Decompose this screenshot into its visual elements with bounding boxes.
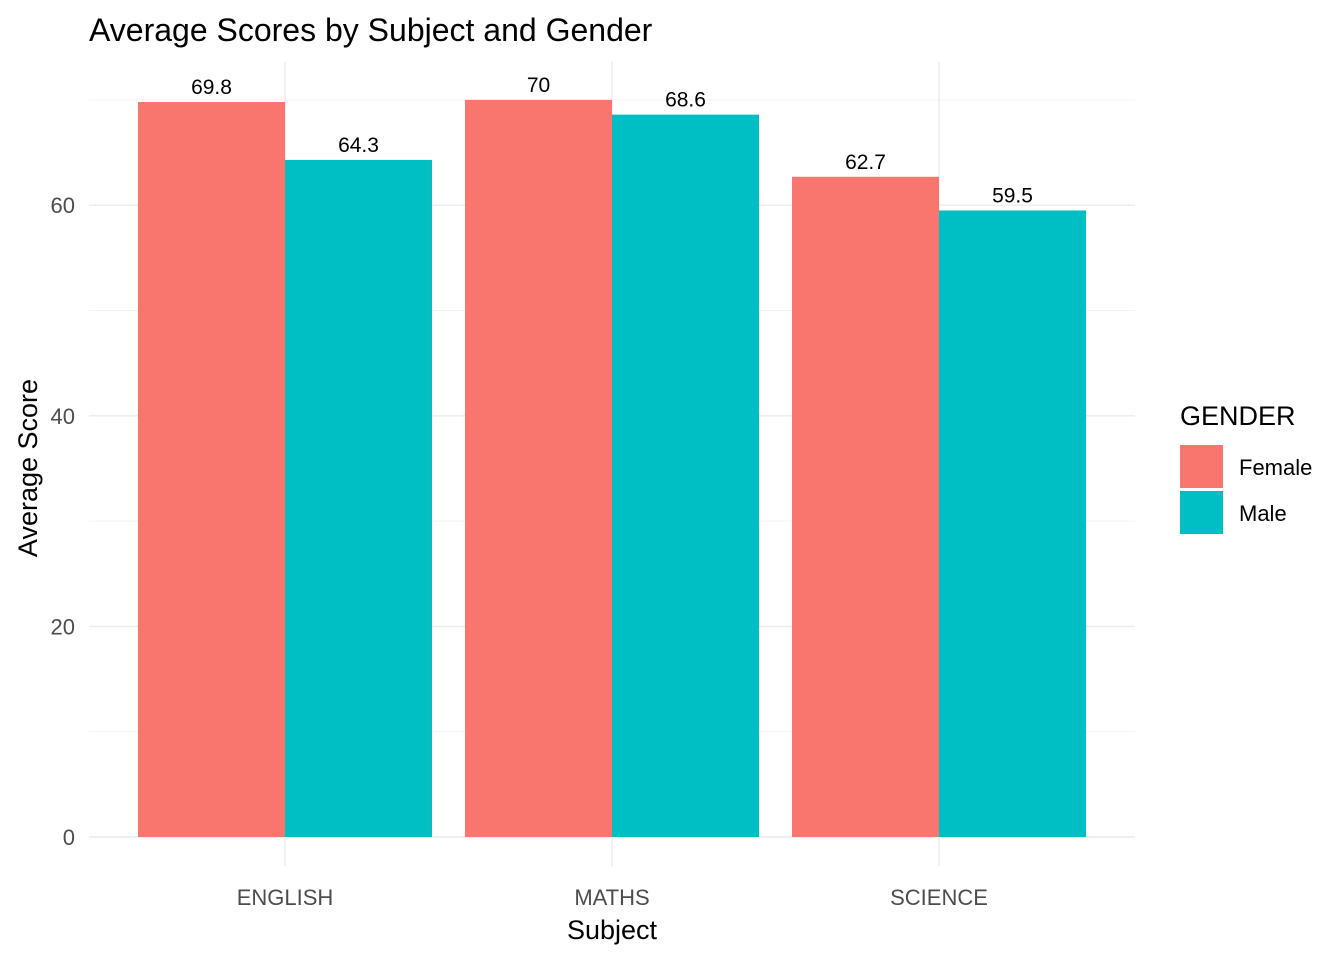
data-label: 70: [527, 74, 550, 97]
legend-items: Female Male: [1180, 445, 1312, 534]
y-tick-label: 60: [51, 193, 75, 218]
axes: 0 20 40 60 ENGLISH MATHS SCIENCE: [51, 193, 988, 910]
legend-swatch-female: [1180, 445, 1223, 488]
data-label: 59.5: [992, 184, 1033, 207]
bar-male-science: [939, 210, 1086, 838]
bar-male-maths: [612, 114, 759, 838]
y-tick-label: 20: [51, 614, 75, 639]
bar-female-english: [138, 102, 285, 838]
bar-female-maths: [465, 99, 612, 837]
x-tick-label: ENGLISH: [237, 885, 334, 910]
data-label: 64.3: [338, 134, 379, 157]
legend-swatch-male: [1180, 491, 1223, 534]
data-label: 68.6: [665, 89, 706, 112]
data-label: 62.7: [845, 151, 886, 174]
bar-female-science: [792, 176, 939, 838]
legend-title: GENDER: [1180, 401, 1296, 431]
chart-title: Average Scores by Subject and Gender: [89, 12, 653, 48]
x-tick-label: MATHS: [574, 885, 649, 910]
legend-label-female: Female: [1239, 455, 1312, 480]
data-labels: 69.8 70 62.7 64.3 68.6 59.5: [191, 74, 1033, 208]
x-tick-label: SCIENCE: [890, 885, 988, 910]
y-tick-label: 40: [51, 404, 75, 429]
y-tick-label: 0: [63, 825, 75, 850]
bars: [138, 99, 1086, 838]
legend-label-male: Male: [1239, 501, 1287, 526]
x-axis-title: Subject: [567, 915, 658, 945]
legend: GENDER Female Male: [1180, 401, 1312, 534]
data-label: 69.8: [191, 76, 232, 99]
y-axis-title: Average Score: [13, 379, 43, 557]
bar-male-english: [285, 159, 432, 837]
